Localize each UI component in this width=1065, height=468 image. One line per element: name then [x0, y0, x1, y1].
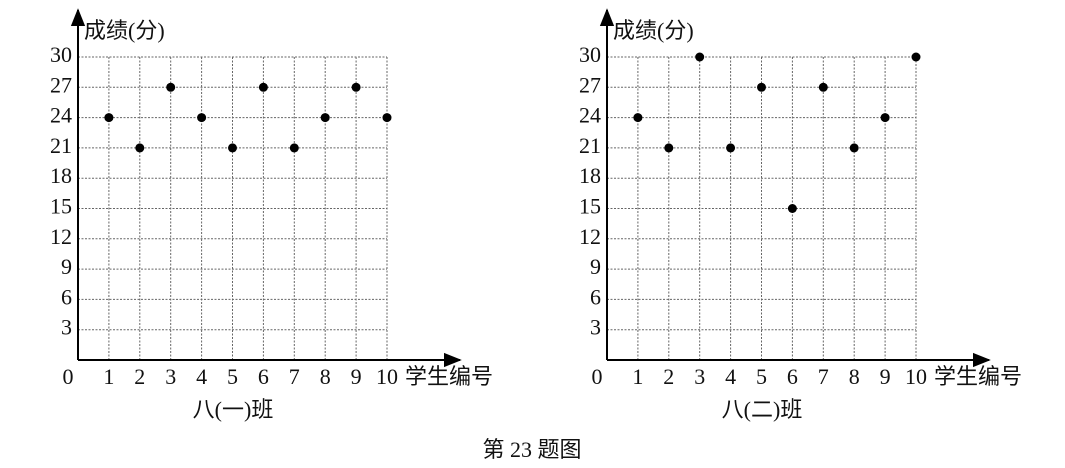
point — [382, 113, 392, 123]
x-tick-label: 6 — [787, 364, 798, 389]
y-tick-label: 30 — [579, 42, 601, 67]
chart-title: 八(一)班 — [193, 397, 274, 422]
point — [320, 113, 330, 123]
y-tick-label: 24 — [50, 103, 72, 128]
point — [911, 52, 921, 62]
y-tick-label: 3 — [61, 315, 72, 340]
point — [849, 143, 859, 153]
y-tick-label: 18 — [579, 163, 601, 188]
point — [228, 143, 237, 153]
x-axis-label: 学生编号 — [405, 364, 493, 389]
y-tick-label: 12 — [50, 224, 72, 249]
y-tick-label: 18 — [50, 163, 72, 188]
y-tick-label: 21 — [50, 133, 72, 158]
point — [104, 113, 114, 123]
point — [351, 82, 361, 92]
x-tick-label: 0 — [63, 364, 74, 389]
y-tick-label: 30 — [50, 42, 72, 67]
point — [880, 113, 890, 123]
y-tick-label: 21 — [579, 133, 601, 158]
point — [258, 82, 268, 92]
x-tick-label: 5 — [756, 364, 767, 389]
x-tick-label: 7 — [289, 364, 300, 389]
x-tick-label: 10 — [905, 364, 927, 389]
point — [289, 143, 299, 153]
x-tick-label: 4 — [725, 364, 736, 389]
x-tick-label: 5 — [227, 364, 238, 389]
point — [166, 82, 176, 92]
y-tick-label: 15 — [579, 194, 601, 219]
y-tick-label: 9 — [590, 254, 601, 279]
figure-caption: 第 23 题图 — [482, 437, 581, 462]
x-tick-label: 8 — [849, 364, 860, 389]
point — [197, 113, 207, 123]
y-tick-label: 27 — [50, 72, 72, 97]
x-tick-label: 10 — [376, 364, 398, 389]
x-tick-label: 0 — [592, 364, 603, 389]
point — [135, 143, 145, 153]
x-tick-label: 3 — [165, 364, 176, 389]
x-tick-label: 2 — [663, 364, 674, 389]
y-tick-label: 12 — [579, 224, 601, 249]
point — [633, 113, 643, 123]
x-tick-label: 4 — [196, 364, 207, 389]
x-tick-label: 3 — [694, 364, 705, 389]
x-tick-label: 1 — [103, 364, 114, 389]
y-tick-label: 24 — [579, 103, 601, 128]
x-tick-label: 7 — [818, 364, 829, 389]
point — [787, 204, 797, 213]
y-axis-label: 成绩(分) — [84, 18, 165, 43]
y-tick-label: 6 — [61, 284, 72, 309]
y-tick-label: 3 — [590, 315, 601, 340]
point — [664, 143, 674, 153]
chart-title: 八(二)班 — [722, 397, 803, 422]
y-tick-label: 6 — [590, 284, 601, 309]
x-tick-label: 9 — [351, 364, 362, 389]
y-tick-label: 9 — [61, 254, 72, 279]
x-tick-label: 2 — [134, 364, 145, 389]
point — [726, 143, 736, 153]
y-tick-label: 15 — [50, 194, 72, 219]
point — [757, 82, 766, 92]
x-tick-label: 9 — [880, 364, 891, 389]
y-tick-label: 27 — [579, 72, 601, 97]
x-tick-label: 1 — [632, 364, 643, 389]
x-tick-label: 6 — [258, 364, 269, 389]
point — [695, 52, 705, 62]
x-axis-label: 学生编号 — [934, 364, 1022, 389]
x-tick-label: 8 — [320, 364, 331, 389]
point — [818, 82, 828, 92]
y-axis-label: 成绩(分) — [613, 18, 694, 43]
